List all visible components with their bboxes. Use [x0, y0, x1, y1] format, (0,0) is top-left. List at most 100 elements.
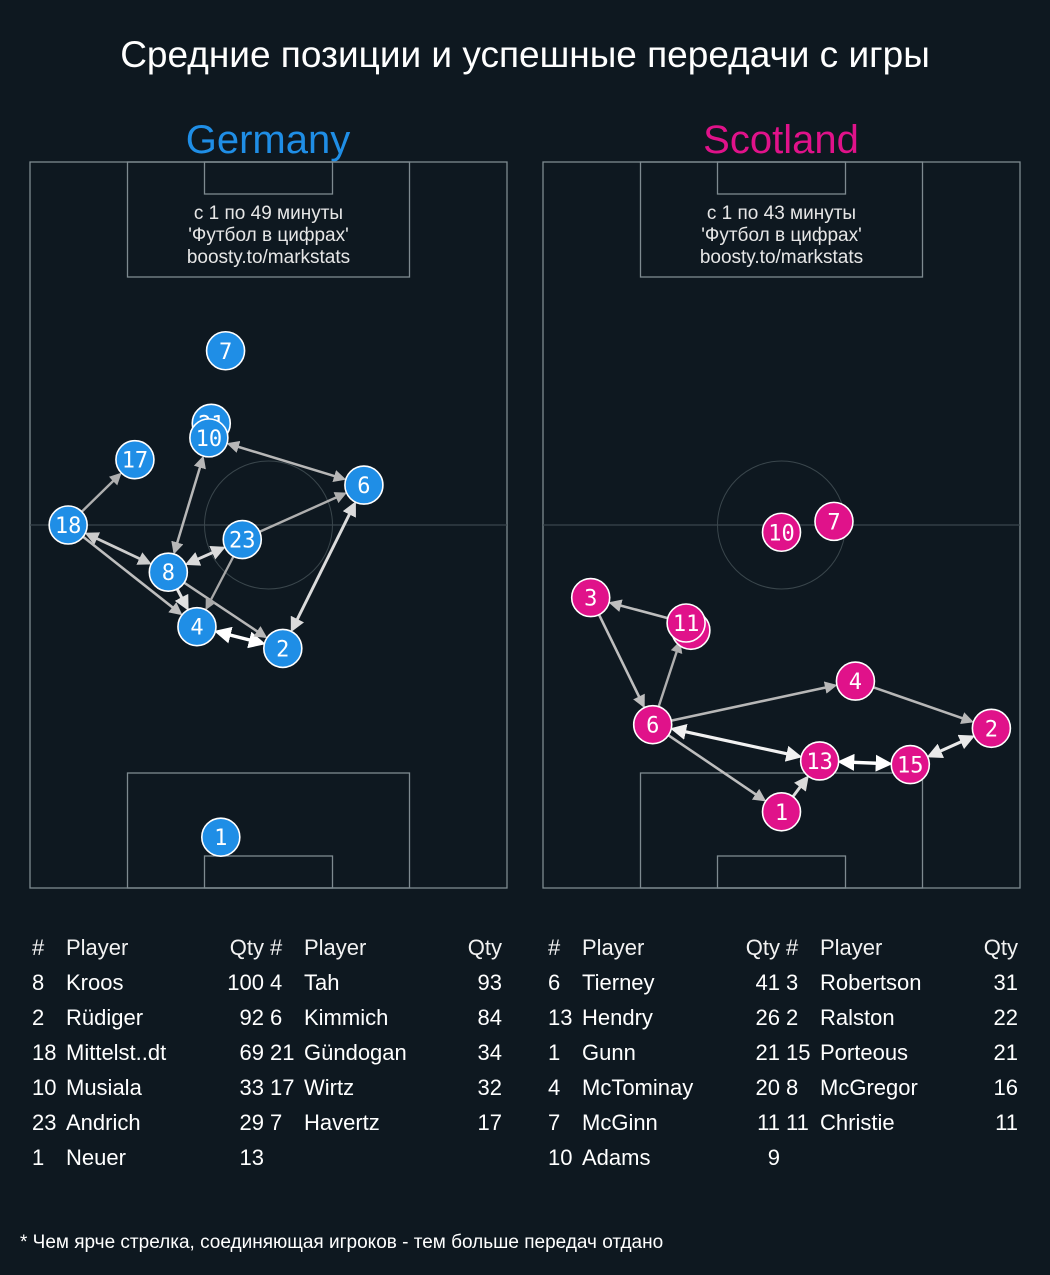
pass-qty-cell: 21: [755, 1039, 780, 1065]
player-name-cell: McGinn: [582, 1109, 658, 1135]
team-title-germany: Germany: [185, 118, 351, 162]
table-row: 2 Rüdiger 92: [32, 1000, 264, 1035]
bottom-penalty-area: [126, 772, 411, 889]
table-row: 3 Robertson 31: [786, 965, 1018, 1000]
header-player: Player: [820, 934, 883, 960]
pass-arrow: [926, 734, 976, 759]
player-number-label: 23: [229, 529, 256, 554]
player-marker: 3: [570, 577, 611, 618]
player-dot: [814, 501, 854, 542]
player-name-cell: Kroos: [66, 969, 124, 995]
pass-arrow: [214, 626, 266, 649]
pass-arrow: [290, 501, 356, 633]
player-marker: 1: [201, 817, 241, 857]
player-marker: 15: [890, 744, 931, 785]
player-name-cell: Ralston: [820, 1004, 895, 1030]
table-row: 6 Tierney 41: [548, 965, 780, 1000]
player-number-cell: 3: [786, 969, 799, 995]
header-qty: Qty: [467, 934, 502, 960]
header-player: Player: [304, 934, 367, 960]
player-number-label: 2: [276, 637, 289, 662]
table-row: 7 McGinn 11: [548, 1105, 780, 1140]
player-dot: [890, 744, 931, 785]
player-number-cell: 13: [548, 1004, 573, 1030]
pass-arrow: [837, 753, 893, 772]
table-row: 4 Tah 93: [270, 965, 502, 1000]
player-name-cell: Neuer: [66, 1144, 126, 1170]
player-dot: [761, 512, 802, 553]
player-number-label: 6: [646, 714, 659, 739]
pass-arrow: [657, 640, 683, 707]
player-dot: [971, 708, 1012, 749]
player-dot: [799, 741, 840, 781]
player-dot: [761, 791, 802, 832]
pass-qty-cell: 32: [477, 1074, 502, 1100]
pass-qty-cell: 13: [239, 1144, 264, 1170]
table-row: 6 Kimmich 84: [270, 1000, 502, 1035]
player-dot: [48, 505, 88, 545]
player-number-cell: 2: [32, 1004, 45, 1030]
pass-qty-cell: 17: [477, 1109, 502, 1135]
player-number-label: 6: [357, 474, 370, 499]
player-number-label: 4: [849, 670, 862, 695]
player-number-cell: 8: [786, 1074, 799, 1100]
player-name-cell: Robertson: [820, 969, 922, 995]
header-number: #: [786, 934, 799, 960]
pitch-annotation-line: с 1 по 43 минуты: [707, 203, 856, 224]
player-dot: [177, 606, 217, 647]
player-number-cell: 10: [548, 1144, 573, 1170]
player-number-label: 15: [897, 754, 924, 779]
table-header-row: # Player Qty: [786, 930, 1018, 965]
pass-arrow: [597, 614, 645, 709]
pitch-annotation-line: boosty.to/markstats: [700, 247, 863, 268]
pass-qty-cell: 16: [993, 1074, 1018, 1100]
pitch-annotation-line: с 1 по 49 минуты: [194, 203, 343, 224]
player-number-label: 11: [673, 612, 700, 637]
germany-stats-table-left: # Player Qty 8 Kroos 100 2 Rüdiger 92 18 Mittel…: [32, 930, 264, 1175]
pass-qty-cell: 84: [477, 1004, 502, 1030]
table-row: 23 Andrich 29: [32, 1105, 264, 1140]
player-number-label: 4: [190, 616, 203, 641]
player-dot: [205, 330, 246, 371]
table-row: 11 Christie 11: [786, 1105, 1018, 1140]
player-number-cell: 10: [32, 1074, 57, 1100]
player-number-cell: 17: [270, 1074, 295, 1100]
player-number-label: 7: [219, 340, 232, 365]
player-name-cell: Gündogan: [304, 1039, 407, 1065]
player-number-cell: 2: [786, 1004, 799, 1030]
pass-qty-cell: 34: [477, 1039, 502, 1065]
player-number-cell: 7: [548, 1109, 561, 1135]
player-name-cell: Adams: [582, 1144, 651, 1170]
pass-qty-cell: 11: [757, 1109, 780, 1135]
pass-qty-cell: 93: [477, 969, 502, 995]
player-number-label: 1: [214, 826, 227, 851]
pass-arrow: [184, 546, 226, 566]
header-player: Player: [66, 934, 129, 960]
player-number-label: 8: [162, 561, 175, 586]
player-marker: 8: [148, 552, 189, 592]
player-number-cell: 1: [548, 1039, 561, 1065]
team-title-scotland: Scotland: [703, 118, 859, 162]
player-dot: [263, 628, 303, 669]
player-name-cell: Musiala: [66, 1074, 142, 1100]
table-row: 15 Porteous 21: [786, 1035, 1018, 1070]
player-marker: 17: [115, 439, 155, 480]
table-row: 18 Mittelst..dt 69: [32, 1035, 264, 1070]
player-name-cell: Kimmich: [304, 1004, 389, 1030]
player-number-cell: 21: [270, 1039, 295, 1065]
player-number-cell: 7: [270, 1109, 283, 1135]
player-number-cell: 6: [270, 1004, 283, 1030]
header-qty: Qty: [229, 934, 264, 960]
player-name-cell: Mittelst..dt: [66, 1039, 167, 1065]
player-marker: 6: [632, 704, 673, 745]
player-marker: 2: [971, 708, 1012, 749]
player-marker: 10: [761, 512, 802, 553]
player-marker: 6: [344, 465, 384, 505]
germany-stats-table-right: # Player Qty 4 Tah 93 6 Kimmich 84 21 Gündogan 3…: [270, 930, 502, 1140]
player-number-label: 10: [768, 521, 795, 546]
player-dot: [835, 661, 876, 701]
header-player: Player: [582, 934, 645, 960]
pass-arrow: [671, 681, 838, 722]
pass-qty-cell: 69: [239, 1039, 264, 1065]
pass-qty-cell: 100: [227, 969, 264, 995]
